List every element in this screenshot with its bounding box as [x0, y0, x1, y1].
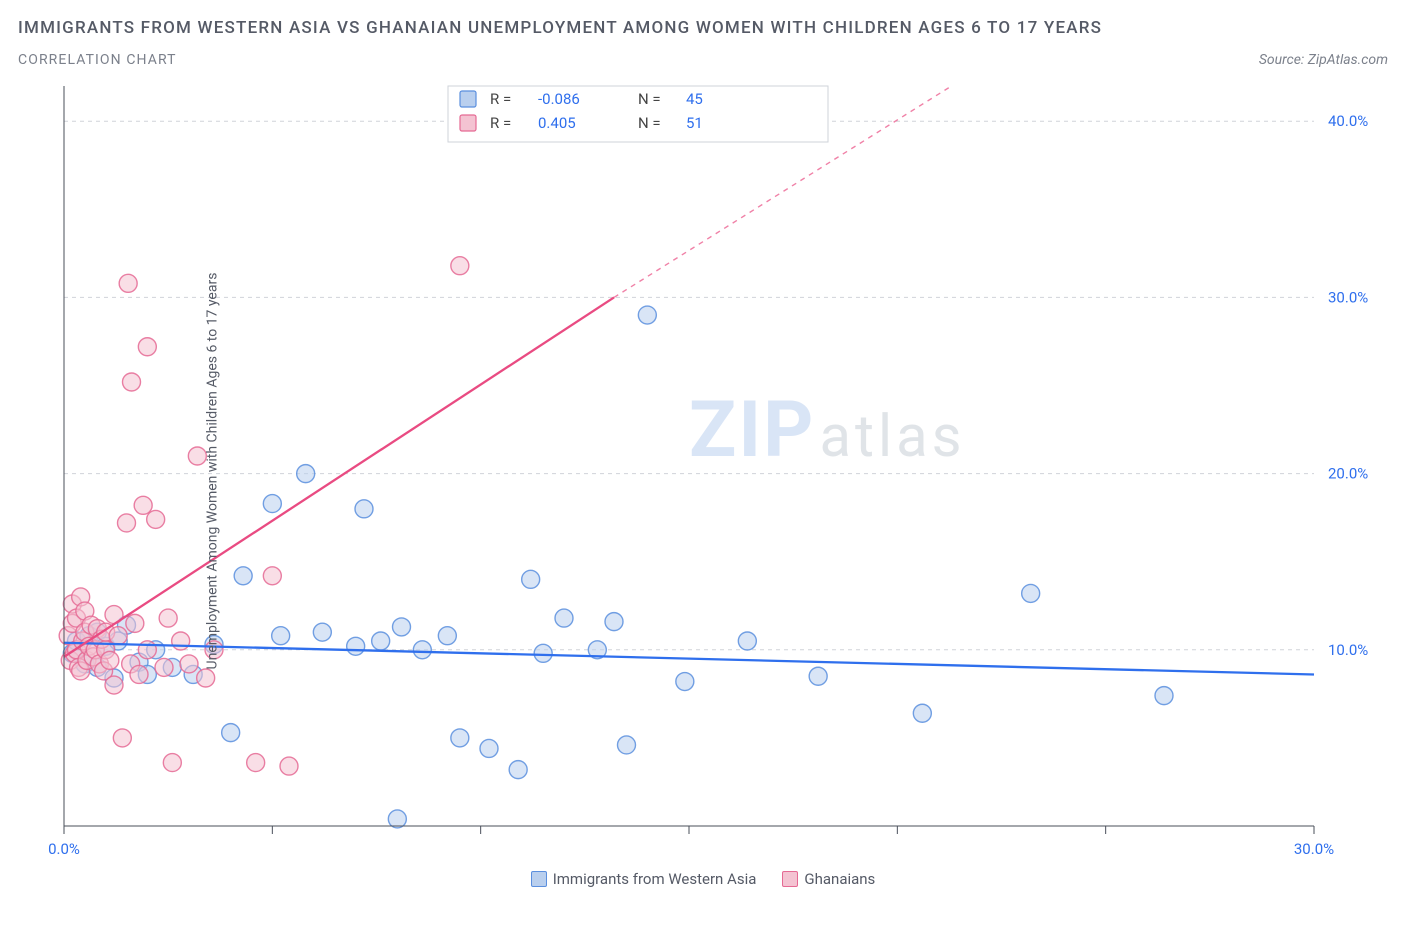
- legend-item: Immigrants from Western Asia: [531, 870, 757, 888]
- svg-text:45: 45: [686, 90, 703, 108]
- svg-text:40.0%: 40.0%: [1328, 112, 1368, 130]
- legend-swatch: [531, 871, 547, 887]
- legend-item: Ghanaians: [782, 870, 875, 888]
- svg-text:0.0%: 0.0%: [48, 840, 80, 858]
- svg-text:51: 51: [686, 114, 703, 132]
- header-row: CORRELATION CHART Source: ZipAtlas.com: [18, 52, 1388, 68]
- chart-area: Unemployment Among Women with Children A…: [18, 76, 1388, 866]
- legend-swatch: [782, 871, 798, 887]
- svg-text:N =: N =: [638, 90, 661, 108]
- svg-text:-0.086: -0.086: [538, 90, 580, 108]
- y-axis-label: Unemployment Among Women with Children A…: [204, 273, 220, 670]
- chart-subtitle: CORRELATION CHART: [18, 52, 177, 68]
- svg-text:0.405: 0.405: [538, 114, 576, 132]
- chart-title: IMMIGRANTS FROM WESTERN ASIA VS GHANAIAN…: [18, 18, 1388, 38]
- bottom-legend: Immigrants from Western Asia Ghanaians: [18, 870, 1388, 888]
- svg-text:30.0%: 30.0%: [1328, 288, 1368, 306]
- scatter-svg: ZIPatlas 10.0% 20.0% 30.0% 40.0% 0.0% 30.0% R =…: [18, 76, 1388, 866]
- svg-text:R =: R =: [490, 114, 511, 132]
- svg-text:ZIPatlas: ZIPatlas: [689, 385, 966, 476]
- svg-text:30.0%: 30.0%: [1294, 840, 1334, 858]
- svg-text:20.0%: 20.0%: [1328, 465, 1368, 483]
- svg-text:R =: R =: [490, 90, 511, 108]
- svg-text:10.0%: 10.0%: [1328, 641, 1368, 659]
- svg-text:N =: N =: [638, 114, 661, 132]
- source-label: Source: ZipAtlas.com: [1259, 52, 1388, 68]
